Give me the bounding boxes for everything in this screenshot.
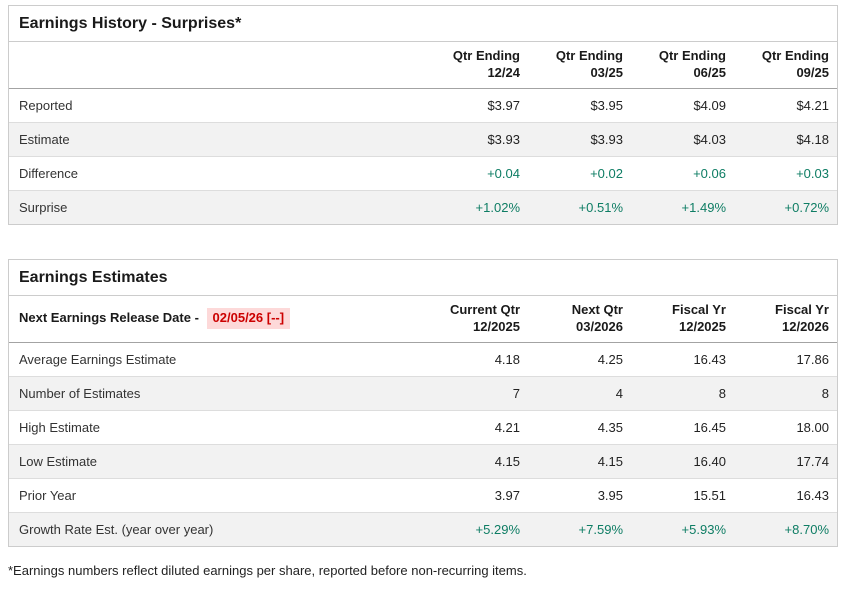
cell-value: +0.03 xyxy=(734,156,837,191)
cell-value: $4.09 xyxy=(631,88,734,123)
row-label: Reported xyxy=(9,88,425,123)
table-row: Difference +0.04 +0.02 +0.06 +0.03 xyxy=(9,156,837,191)
table-row: Surprise +1.02% +0.51% +1.49% +0.72% xyxy=(9,190,837,224)
cell-value: 16.43 xyxy=(734,478,837,513)
cell-value: $3.93 xyxy=(425,122,528,157)
cell-value: 8 xyxy=(734,376,837,411)
table-row: Reported $3.97 $3.95 $4.09 $4.21 xyxy=(9,88,837,123)
column-header: Qtr Ending 12/24 xyxy=(425,42,528,89)
column-header-line2: 03/25 xyxy=(590,64,623,80)
column-header-line2: 12/24 xyxy=(487,64,520,80)
column-header-line2: 12/2025 xyxy=(473,318,520,334)
column-header-line1: Fiscal Yr xyxy=(672,301,726,317)
column-header-line2: 09/25 xyxy=(796,64,829,80)
cell-value: +5.93% xyxy=(681,521,726,537)
row-label: Estimate xyxy=(9,122,425,157)
column-header-line1: Next Qtr xyxy=(571,301,623,317)
next-earnings-release: Next Earnings Release Date - 02/05/26 [-… xyxy=(9,295,425,343)
row-label: Number of Estimates xyxy=(9,376,425,411)
row-label: Prior Year xyxy=(9,478,425,513)
cell-value: 4.21 xyxy=(425,410,528,445)
column-header-line1: Qtr Ending xyxy=(658,48,726,63)
tables-gap xyxy=(8,225,839,259)
cell-value: +0.51% xyxy=(578,199,623,215)
cell-value: $3.93 xyxy=(528,122,631,157)
cell-value: +0.06 xyxy=(631,156,734,191)
table-row: Growth Rate Est. (year over year) +5.29%… xyxy=(9,512,837,546)
header-spacer xyxy=(9,42,425,89)
cell-value: 16.40 xyxy=(631,444,734,479)
cell-value: 4.35 xyxy=(528,410,631,445)
column-header-line1: Qtr Ending xyxy=(452,48,520,63)
cell-value: $4.18 xyxy=(734,122,837,157)
row-label: High Estimate xyxy=(9,410,425,445)
cell-value: 4.25 xyxy=(528,342,631,377)
cell-value: +1.02% xyxy=(475,199,520,215)
table-row: Average Earnings Estimate 4.18 4.25 16.4… xyxy=(9,342,837,377)
cell-value: 16.45 xyxy=(631,410,734,445)
cell-value: +7.59% xyxy=(578,521,623,537)
earnings-estimates-table: Earnings Estimates Next Earnings Release… xyxy=(8,258,838,547)
column-header-line2: 12/2025 xyxy=(679,318,726,334)
table-row: Estimate $3.93 $3.93 $4.03 $4.18 xyxy=(9,122,837,157)
column-header: Qtr Ending 06/25 xyxy=(631,42,734,89)
cell-value: +0.02 xyxy=(528,156,631,191)
earnings-history-table: Earnings History - Surprises* Qtr Ending… xyxy=(8,5,838,225)
column-header-line1: Current Qtr xyxy=(449,301,520,317)
earnings-history-header-row: Qtr Ending 12/24 Qtr Ending 03/25 Qtr En… xyxy=(9,42,837,89)
cell-value: 4.15 xyxy=(425,444,528,479)
earnings-footnote: *Earnings numbers reflect diluted earnin… xyxy=(8,562,527,578)
earnings-history-title: Earnings History - Surprises* xyxy=(9,6,837,42)
table-row: High Estimate 4.21 4.35 16.45 18.00 xyxy=(9,410,837,445)
row-label: Difference xyxy=(9,156,425,191)
column-header: Next Qtr 03/2026 xyxy=(528,295,631,343)
cell-value: 3.95 xyxy=(528,478,631,513)
column-header-line2: 12/2026 xyxy=(782,318,829,334)
cell-value: 4.15 xyxy=(528,444,631,479)
row-label: Surprise xyxy=(19,199,68,215)
cell-value: 4 xyxy=(528,376,631,411)
cell-value: $3.95 xyxy=(528,88,631,123)
cell-value: 18.00 xyxy=(734,410,837,445)
column-header: Current Qtr 12/2025 xyxy=(425,295,528,343)
column-header: Fiscal Yr 12/2025 xyxy=(631,295,734,343)
column-header-line2: 03/2026 xyxy=(576,318,623,334)
cell-value: +8.70% xyxy=(784,521,829,537)
release-date-value: 02/05/26 [--] xyxy=(206,308,291,330)
table-row: Prior Year 3.97 3.95 15.51 16.43 xyxy=(9,478,837,513)
table-row: Number of Estimates 7 4 8 8 xyxy=(9,376,837,411)
cell-value: 8 xyxy=(631,376,734,411)
row-label: Average Earnings Estimate xyxy=(9,342,425,377)
row-label: Low Estimate xyxy=(9,444,425,479)
release-date-label: Next Earnings Release Date - xyxy=(19,310,199,326)
cell-value: +0.72% xyxy=(784,199,829,215)
cell-value: 7 xyxy=(425,376,528,411)
column-header: Qtr Ending 09/25 xyxy=(734,42,837,89)
column-header-line1: Qtr Ending xyxy=(555,48,623,63)
cell-value: +5.29% xyxy=(475,521,520,537)
cell-value: 16.43 xyxy=(631,342,734,377)
column-header-line2: 06/25 xyxy=(693,64,726,80)
earnings-estimates-header-row: Next Earnings Release Date - 02/05/26 [-… xyxy=(9,295,837,343)
cell-value: 4.18 xyxy=(425,342,528,377)
cell-value: 3.97 xyxy=(425,478,528,513)
cell-value: $3.97 xyxy=(425,88,528,123)
earnings-estimates-title: Earnings Estimates xyxy=(9,260,837,296)
column-header-line1: Fiscal Yr xyxy=(775,301,829,317)
cell-value: 15.51 xyxy=(631,478,734,513)
cell-value: +0.04 xyxy=(425,156,528,191)
table-row: Low Estimate 4.15 4.15 16.40 17.74 xyxy=(9,444,837,479)
cell-value: 17.74 xyxy=(734,444,837,479)
row-label: Growth Rate Est. (year over year) xyxy=(19,521,214,537)
cell-value: +1.49% xyxy=(681,199,726,215)
column-header: Fiscal Yr 12/2026 xyxy=(734,295,837,343)
cell-value: $4.03 xyxy=(631,122,734,157)
column-header: Qtr Ending 03/25 xyxy=(528,42,631,89)
cell-value: 17.86 xyxy=(734,342,837,377)
column-header-line1: Qtr Ending xyxy=(761,48,829,63)
cell-value: $4.21 xyxy=(734,88,837,123)
